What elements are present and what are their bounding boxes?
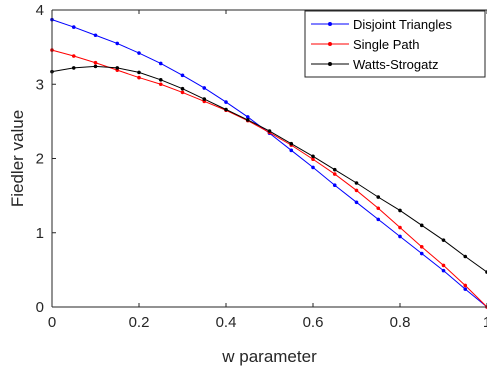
data-point	[354, 188, 359, 193]
data-point	[224, 100, 228, 104]
x-axis-label: w parameter	[221, 347, 317, 366]
data-point	[463, 287, 468, 291]
data-point	[311, 154, 315, 159]
legend-label: Single Path	[353, 37, 420, 52]
data-point	[180, 73, 185, 78]
data-point	[202, 97, 207, 101]
legend-item: Single Path	[311, 37, 420, 52]
data-point	[93, 64, 98, 69]
x-tick-label: 0.8	[390, 314, 411, 331]
series-layer	[50, 17, 487, 309]
data-point	[419, 223, 424, 228]
data-point	[93, 60, 98, 65]
y-tick-label: 1	[36, 225, 44, 242]
data-point	[71, 25, 76, 29]
data-point	[332, 167, 337, 172]
data-point	[419, 245, 424, 249]
legend-marker	[328, 62, 332, 66]
data-point	[158, 77, 163, 82]
data-point	[202, 86, 207, 90]
data-point	[245, 118, 250, 122]
data-point	[441, 238, 446, 242]
legend-label: Disjoint Triangles	[353, 17, 452, 32]
x-tick-label: 0.4	[216, 314, 237, 331]
y-tick-label: 2	[36, 151, 44, 168]
y-axis-label: Fiedler value	[8, 110, 27, 207]
y-tick-label: 0	[36, 299, 44, 316]
data-point	[398, 225, 402, 230]
data-point	[224, 107, 228, 112]
data-point	[398, 234, 402, 239]
legend-label: Watts-Strogatz	[353, 57, 438, 72]
x-tick-label: 0	[48, 314, 56, 331]
legend-item: Disjoint Triangles	[311, 17, 452, 32]
data-point	[71, 66, 76, 70]
data-point	[158, 82, 163, 87]
data-point	[441, 268, 446, 273]
data-point	[441, 263, 446, 268]
series-2	[50, 64, 487, 274]
data-point	[376, 217, 381, 222]
legend: Disjoint Triangles Single Path Watts-Strog…	[304, 10, 486, 78]
data-point	[463, 283, 468, 288]
y-tick-label: 4	[36, 2, 44, 19]
data-point	[332, 183, 337, 188]
data-point	[332, 172, 337, 176]
data-point	[311, 157, 315, 162]
x-tick-label: 0.2	[129, 314, 150, 331]
data-point	[93, 33, 98, 38]
legend-marker	[328, 22, 332, 26]
data-point	[354, 200, 359, 205]
y-tick-label: 3	[36, 76, 44, 93]
data-point	[419, 251, 424, 256]
data-point	[463, 254, 468, 259]
data-point	[311, 165, 315, 170]
data-point	[267, 129, 272, 133]
data-point	[376, 206, 381, 211]
data-point	[71, 54, 76, 58]
data-point	[115, 41, 120, 46]
axes: 0 0.2 0.4 0.6 0.8 1 0 1 2 3 4	[36, 2, 487, 331]
data-point	[354, 181, 359, 185]
data-point	[289, 148, 294, 153]
x-tick-label: 1	[483, 314, 487, 331]
legend-item: Watts-Strogatz	[311, 57, 438, 72]
x-tick-label: 0.6	[303, 314, 324, 331]
data-point	[376, 195, 381, 199]
data-point	[180, 86, 185, 91]
data-point	[245, 115, 250, 119]
data-point	[137, 51, 141, 55]
legend-marker	[328, 42, 332, 46]
data-point	[398, 208, 402, 213]
data-point	[137, 70, 141, 75]
data-point	[115, 66, 120, 70]
data-point	[158, 61, 163, 66]
data-point	[180, 90, 185, 95]
data-point	[289, 141, 294, 146]
data-point	[137, 75, 141, 80]
